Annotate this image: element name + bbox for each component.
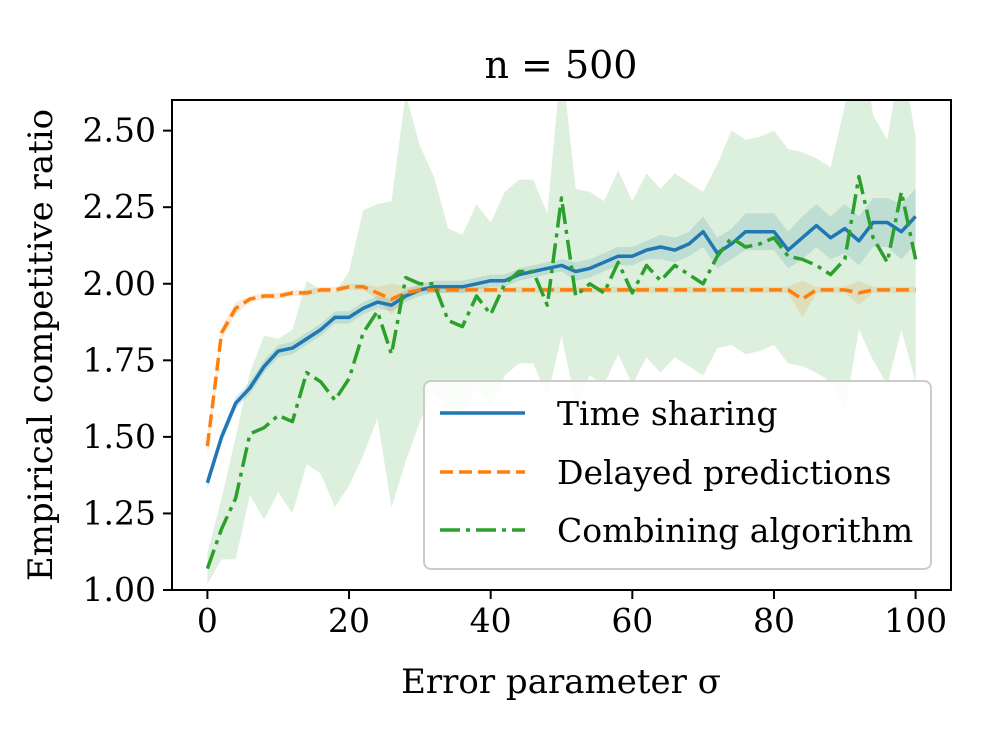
y-tick-label: 2.00 [83,264,156,303]
legend-label-delayed-predictions: Delayed predictions [557,453,891,492]
y-tick-label: 1.00 [83,570,156,609]
chart-title: n = 500 [484,43,637,87]
band-delayed-predictions [207,280,916,456]
x-tick-label: 20 [328,601,370,640]
y-axis-label: Empirical competitive ratio [21,109,61,581]
y-tick-label: 1.75 [83,340,156,379]
band-time-sharing [207,188,916,489]
x-tick-label: 100 [884,601,947,640]
x-axis-label: Error parameter σ [401,662,721,702]
legend: Time sharing Delayed predictions Combini… [423,380,932,570]
legend-label-combining-algorithm: Combining algorithm [557,511,913,550]
x-tick-label: 40 [470,601,512,640]
x-axis: 0 20 40 60 80 100 [197,590,947,640]
y-tick-label: 1.25 [83,493,156,532]
line-combining-algorithm [205,174,918,570]
y-tick-label: 2.25 [83,187,156,226]
confidence-bands [207,100,916,584]
legend-box [423,380,932,570]
series-lines [205,174,918,570]
plot-frame [171,99,952,591]
y-tick-label: 2.50 [83,111,156,150]
x-tick-label: 60 [611,601,653,640]
x-tick-label: 0 [197,601,218,640]
x-tick-label: 80 [753,601,795,640]
line-time-sharing [205,215,917,484]
line-delayed-predictions [205,285,916,447]
y-axis: 1.00 1.25 1.50 1.75 2.00 2.25 2.50 [83,111,172,609]
y-tick-label: 1.50 [83,417,156,456]
band-combining-algorithm [207,100,916,584]
legend-label-time-sharing: Time sharing [557,394,777,433]
